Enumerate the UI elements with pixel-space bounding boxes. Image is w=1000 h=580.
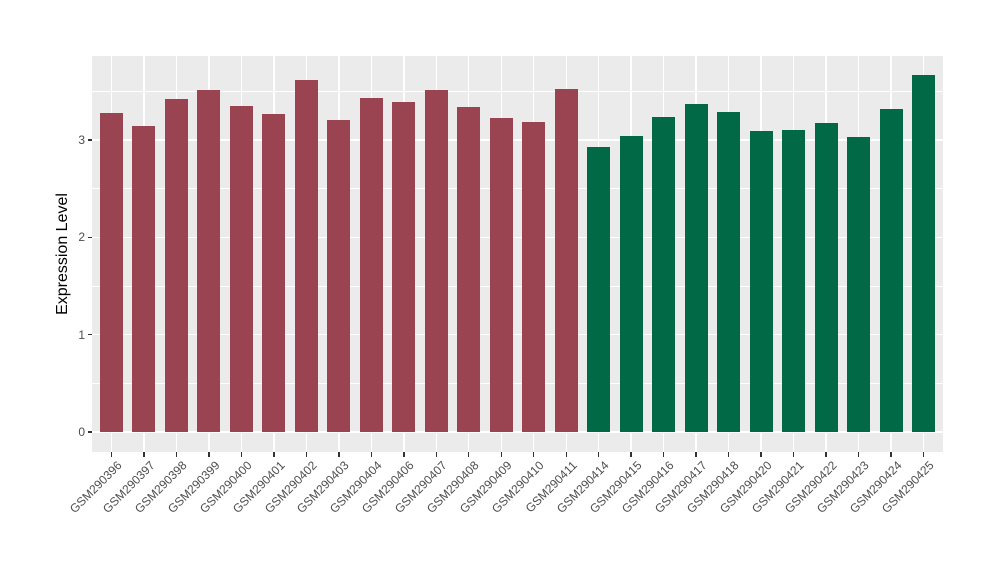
x-tick-mark-GSM290401 bbox=[273, 452, 275, 457]
bar-GSM290422 bbox=[814, 122, 838, 432]
bar-GSM290409 bbox=[489, 117, 513, 432]
x-tick-mark-GSM290424 bbox=[890, 452, 892, 457]
x-tick-mark-GSM290408 bbox=[468, 452, 470, 457]
bar-GSM290425 bbox=[912, 74, 935, 432]
y-tick-label-2: 2 bbox=[78, 230, 85, 245]
bar-GSM290396 bbox=[99, 112, 123, 432]
x-tick-mark-GSM290397 bbox=[143, 452, 145, 457]
plot-panel bbox=[92, 56, 943, 452]
x-tick-mark-GSM290420 bbox=[760, 452, 762, 457]
x-tick-mark-GSM290396 bbox=[110, 452, 113, 457]
x-tick-mark-GSM290407 bbox=[435, 452, 437, 457]
bar-GSM290402 bbox=[294, 79, 318, 432]
bar-GSM290397 bbox=[132, 126, 156, 432]
x-tick-mark-GSM290410 bbox=[533, 452, 535, 457]
x-tick-mark-GSM290398 bbox=[175, 452, 178, 457]
x-tick-mark-GSM290406 bbox=[403, 452, 405, 457]
gridline-minor-y-2.5 bbox=[92, 188, 943, 190]
gridline-major-y-2 bbox=[92, 236, 943, 239]
y-tick-mark-2 bbox=[87, 236, 92, 239]
x-tick-mark-GSM290417 bbox=[695, 452, 697, 457]
x-tick-mark-GSM290423 bbox=[857, 452, 860, 457]
x-tick-mark-GSM290422 bbox=[825, 452, 827, 457]
x-tick-mark-GSM290414 bbox=[598, 452, 600, 457]
bar-GSM290420 bbox=[749, 131, 773, 432]
x-tick-mark-GSM290400 bbox=[240, 452, 243, 457]
x-tick-mark-GSM290421 bbox=[792, 452, 795, 457]
bar-GSM290415 bbox=[619, 136, 643, 432]
bar-GSM290403 bbox=[327, 119, 351, 432]
x-tick-mark-GSM290404 bbox=[370, 452, 373, 457]
y-tick-mark-3 bbox=[87, 139, 92, 141]
bar-GSM290424 bbox=[879, 108, 903, 432]
y-tick-label-3: 3 bbox=[78, 133, 85, 148]
bar-GSM290398 bbox=[164, 99, 188, 432]
x-tick-mark-GSM290416 bbox=[662, 452, 665, 457]
bar-GSM290418 bbox=[717, 111, 741, 432]
bar-GSM290406 bbox=[392, 102, 416, 432]
bar-GSM290404 bbox=[359, 98, 383, 432]
x-tick-mark-GSM290409 bbox=[500, 452, 502, 457]
bar-GSM290411 bbox=[554, 88, 578, 432]
y-tick-mark-1 bbox=[87, 334, 92, 336]
x-tick-mark-GSM290402 bbox=[305, 452, 308, 457]
gridline-major-y-3 bbox=[92, 139, 943, 141]
gridline-minor-y-1.5 bbox=[92, 285, 943, 287]
x-tick-mark-GSM290403 bbox=[338, 452, 340, 457]
bar-GSM290416 bbox=[652, 116, 676, 432]
bar-GSM290417 bbox=[684, 104, 708, 432]
x-tick-mark-GSM290425 bbox=[922, 452, 925, 457]
bar-GSM290421 bbox=[782, 130, 806, 432]
gridline-major-y-0 bbox=[92, 431, 943, 433]
gridline-minor-y-3.5 bbox=[92, 91, 943, 92]
gridline-major-y-1 bbox=[92, 334, 943, 336]
bar-GSM290410 bbox=[522, 121, 546, 432]
x-tick-mark-GSM290399 bbox=[208, 452, 210, 457]
bar-GSM290407 bbox=[424, 89, 448, 432]
bar-GSM290408 bbox=[457, 107, 481, 432]
x-tick-mark-GSM290415 bbox=[630, 452, 632, 457]
bar-GSM290399 bbox=[197, 90, 221, 432]
y-tick-label-0: 0 bbox=[78, 425, 85, 439]
bar-GSM290400 bbox=[229, 106, 253, 432]
bar-GSM290414 bbox=[587, 146, 611, 432]
x-tick-mark-GSM290411 bbox=[565, 452, 567, 457]
x-tick-mark-GSM290418 bbox=[727, 452, 730, 457]
gridline-minor-y-0.5 bbox=[92, 382, 943, 384]
y-tick-mark-0 bbox=[87, 431, 92, 433]
y-axis-title: Expression Level bbox=[54, 193, 71, 315]
bar-GSM290401 bbox=[262, 113, 286, 432]
y-tick-label-1: 1 bbox=[78, 327, 85, 342]
bar-GSM290423 bbox=[847, 137, 871, 432]
